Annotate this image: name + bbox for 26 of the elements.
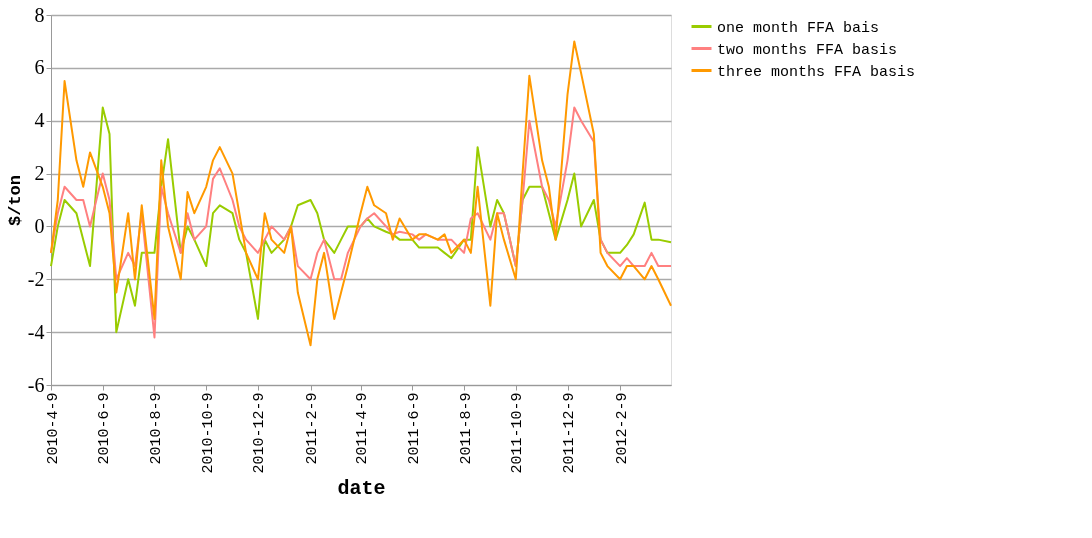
x-tick-label: 2010-6-9 (96, 392, 114, 465)
legend-label: two months FFA basis (717, 41, 898, 59)
y-tick-label: 0 (34, 214, 45, 237)
y-tick-label: 8 (34, 3, 45, 26)
x-tick-label: 2011-6-9 (405, 392, 423, 465)
line-series (50, 40, 672, 347)
legend-label: one month FFA bais (717, 19, 880, 37)
x-tick-label: 2011-2-9 (304, 392, 322, 465)
y-axis-title: $/ton (5, 174, 25, 227)
x-tick-label: 2011-10-9 (509, 392, 527, 474)
x-tick-label: 2010-10-9 (199, 392, 217, 474)
y-tick-label: 2 (34, 162, 45, 185)
y-tick-label: 4 (34, 109, 45, 132)
x-tick-label: 2011-8-9 (457, 392, 475, 465)
y-tick-label: -2 (27, 267, 45, 290)
y-tick-label: 6 (34, 56, 45, 79)
x-axis-title: date (337, 476, 386, 500)
x-tick-label: 2010-8-9 (147, 392, 165, 465)
y-tick-label: -4 (27, 320, 45, 343)
y-tick-label: -6 (27, 373, 45, 396)
x-tick-label: 2012-2-9 (613, 392, 631, 465)
x-tick-label: 2011-12-9 (561, 392, 579, 474)
x-tick-label: 2010-12-9 (251, 392, 269, 474)
x-tick-label: 2010-4-9 (44, 392, 62, 465)
x-tick-label: 2011-4-9 (354, 392, 372, 465)
legend-label: three months FFA basis (717, 63, 916, 81)
